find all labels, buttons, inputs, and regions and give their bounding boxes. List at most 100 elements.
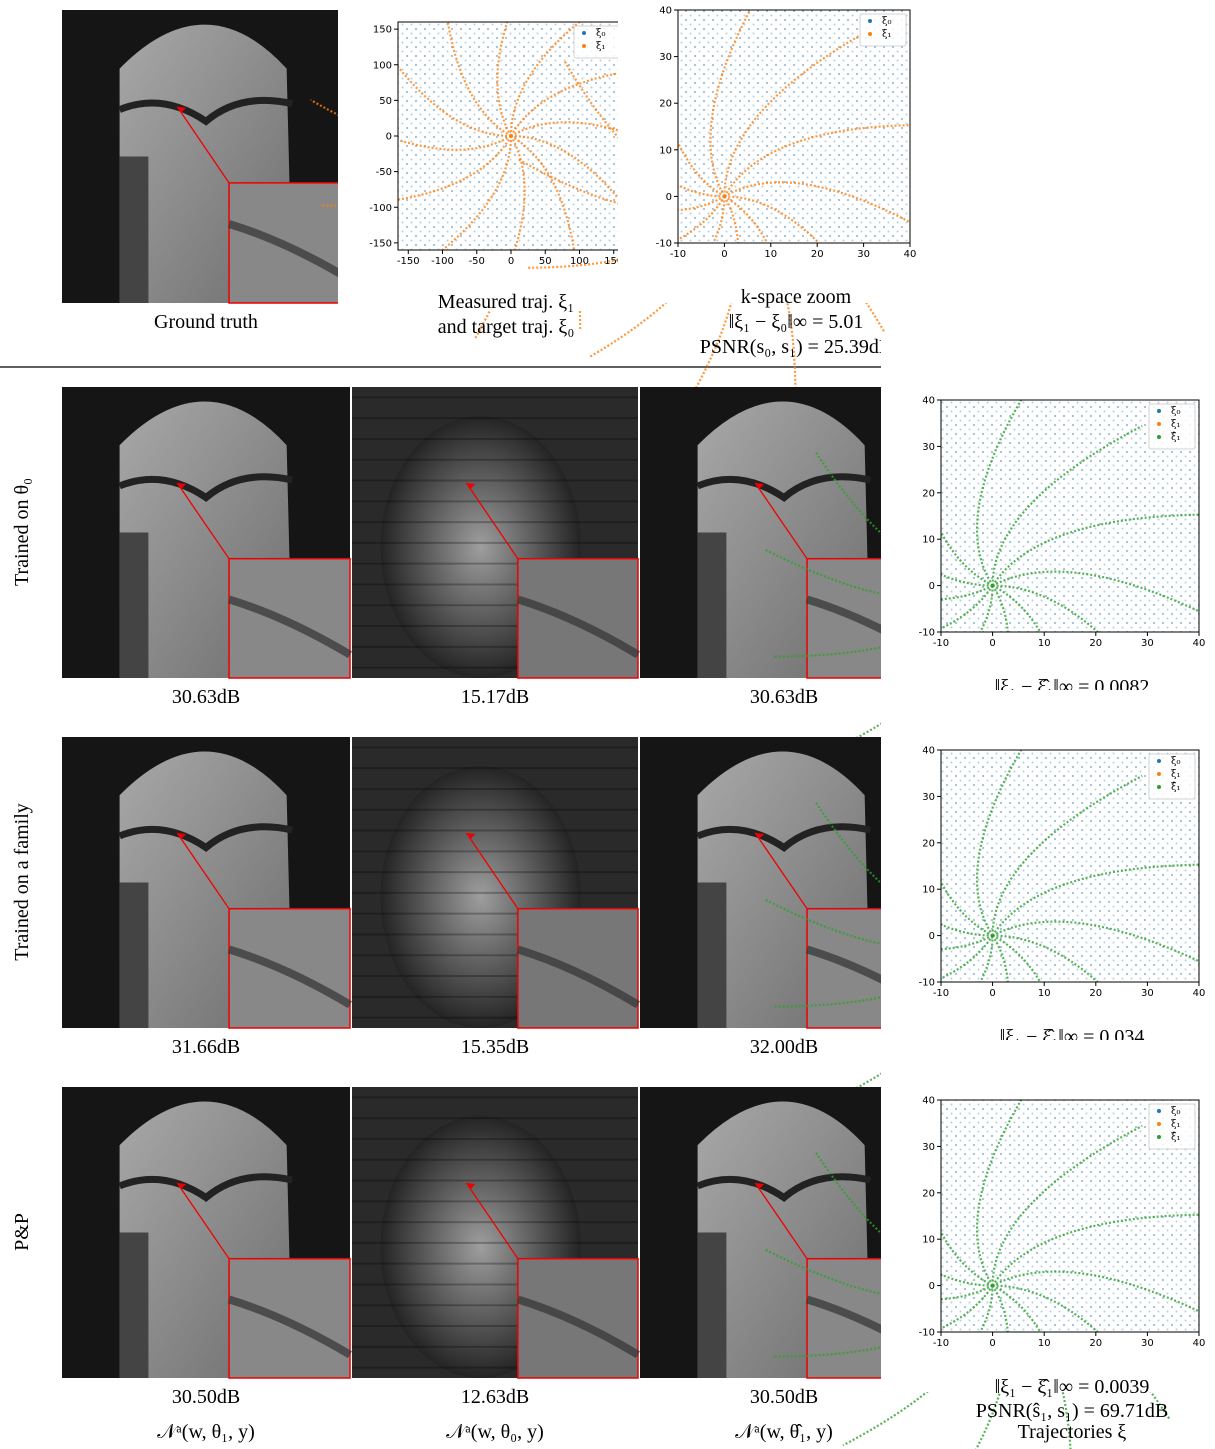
texture-clip-mask bbox=[1199, 400, 1215, 632]
y-tick-label: -10 bbox=[919, 1328, 935, 1339]
trajectory-texture bbox=[991, 513, 1211, 587]
mri-image bbox=[62, 737, 353, 1029]
legend-marker bbox=[1157, 435, 1161, 439]
y-tick-label: -10 bbox=[919, 978, 935, 989]
texture-clip-mask bbox=[881, 1100, 941, 1332]
x-tick-label: 10 bbox=[1038, 988, 1051, 999]
texture-clip-mask bbox=[618, 10, 678, 243]
reconstruction-image bbox=[352, 387, 641, 679]
y-tick-label: 10 bbox=[922, 535, 935, 546]
trajectory-texture bbox=[842, 1285, 994, 1447]
y-tick-label: 40 bbox=[659, 6, 672, 17]
legend-label: ξ₁ bbox=[596, 41, 606, 52]
y-tick-label: 30 bbox=[659, 52, 672, 63]
x-tick-label: 20 bbox=[1089, 638, 1102, 649]
texture-clip-mask bbox=[881, 1040, 1215, 1100]
legend-label: ξ₀ bbox=[596, 28, 606, 39]
caption: k-space zoom bbox=[741, 286, 852, 308]
y-tick-label: -10 bbox=[919, 628, 935, 639]
y-tick-label: 20 bbox=[659, 99, 672, 110]
x-tick-label: 20 bbox=[1089, 1338, 1102, 1349]
x-tick-label: 40 bbox=[1193, 638, 1206, 649]
texture-clip-mask bbox=[881, 750, 941, 982]
y-tick-label: -50 bbox=[376, 167, 392, 178]
x-tick-label: -150 bbox=[397, 256, 420, 267]
y-tick-label: 10 bbox=[659, 145, 672, 156]
x-tick-label: -10 bbox=[933, 988, 949, 999]
left-edge bbox=[119, 532, 149, 678]
texture-clip-mask bbox=[618, 0, 970, 10]
y-tick-label: -150 bbox=[369, 238, 392, 249]
x-tick-label: 10 bbox=[764, 249, 777, 260]
arrow bbox=[754, 482, 808, 560]
x-tick-label: 40 bbox=[1193, 988, 1206, 999]
legend-label: ξ₁ bbox=[1171, 769, 1181, 780]
y-tick-label: 40 bbox=[922, 1096, 935, 1107]
y-tick-label: 0 bbox=[929, 1281, 935, 1292]
x-tick-label: -10 bbox=[933, 1338, 949, 1349]
column-label: Trajectories ξ bbox=[1018, 1421, 1127, 1443]
arrow-head bbox=[755, 833, 765, 840]
arrow-head bbox=[177, 833, 187, 840]
y-tick-label: -10 bbox=[656, 239, 672, 250]
trajectory-texture bbox=[991, 774, 1143, 936]
trajectory-texture bbox=[991, 424, 1143, 586]
arrow bbox=[754, 1182, 808, 1260]
x-tick-label: 100 bbox=[570, 256, 589, 267]
x-tick-label: 30 bbox=[857, 249, 870, 260]
x-tick-label: 0 bbox=[989, 1338, 995, 1349]
trajectory-texture bbox=[842, 585, 994, 747]
legend-marker bbox=[868, 32, 872, 36]
column-label: 𝒩ᵃ(w, θ̂₁, y) bbox=[735, 1421, 833, 1443]
left-edge bbox=[697, 882, 727, 1028]
legend-marker bbox=[1157, 1122, 1161, 1126]
psnr-label: 30.63dB bbox=[172, 686, 240, 708]
left-edge bbox=[119, 1232, 149, 1378]
legend-marker bbox=[1157, 1109, 1161, 1113]
texture-clip-mask bbox=[1199, 750, 1215, 982]
trajectory-texture bbox=[991, 863, 1211, 937]
caption: and target traj. ξ₀ bbox=[438, 316, 575, 338]
x-tick-label: 20 bbox=[811, 249, 824, 260]
caption: Ground truth bbox=[154, 311, 258, 333]
y-tick-label: 10 bbox=[922, 1235, 935, 1246]
row-label: Trained on a family bbox=[11, 803, 33, 961]
legend-label: ξ₀ bbox=[1171, 406, 1181, 417]
mri-image bbox=[62, 387, 353, 679]
x-tick-label: 0 bbox=[508, 256, 514, 267]
psnr-label: 30.50dB bbox=[172, 1386, 240, 1408]
arrow-head bbox=[755, 1183, 765, 1190]
y-tick-label: 40 bbox=[922, 746, 935, 757]
arrow bbox=[176, 482, 230, 560]
x-tick-label: 10 bbox=[1038, 638, 1051, 649]
legend-label: ξ̂₁ bbox=[1171, 432, 1181, 443]
caption: Measured traj. ξ₁ bbox=[438, 291, 574, 313]
arrow bbox=[465, 1182, 519, 1260]
left-edge bbox=[697, 532, 727, 678]
arrow-head bbox=[177, 483, 187, 490]
x-tick-label: -50 bbox=[469, 256, 485, 267]
x-tick-label: -100 bbox=[431, 256, 454, 267]
psnr-label: 32.00dB bbox=[750, 1036, 818, 1058]
left-edge bbox=[119, 156, 149, 303]
texture-clip-mask bbox=[881, 690, 1215, 750]
inset-detail bbox=[516, 1295, 641, 1359]
legend-marker bbox=[1157, 785, 1161, 789]
plot-frame bbox=[940, 399, 1200, 633]
y-tick-label: 30 bbox=[922, 1142, 935, 1153]
x-tick-label: 20 bbox=[1089, 988, 1102, 999]
x-tick-label: 30 bbox=[1141, 638, 1154, 649]
trajectory-texture bbox=[976, 1079, 1035, 1287]
texture-clip-mask bbox=[618, 243, 970, 303]
plot-frame bbox=[940, 749, 1200, 983]
column-label: 𝒩ᵃ(w, θ₀, y) bbox=[446, 1421, 544, 1443]
inset-detail bbox=[516, 945, 641, 1009]
column-label: 𝒩ᵃ(w, θ₁, y) bbox=[157, 1421, 255, 1443]
joint-line bbox=[696, 823, 872, 852]
y-tick-label: 0 bbox=[929, 931, 935, 942]
trajectory-texture bbox=[774, 935, 994, 1008]
legend-marker bbox=[1157, 1135, 1161, 1139]
arrow bbox=[176, 106, 230, 184]
